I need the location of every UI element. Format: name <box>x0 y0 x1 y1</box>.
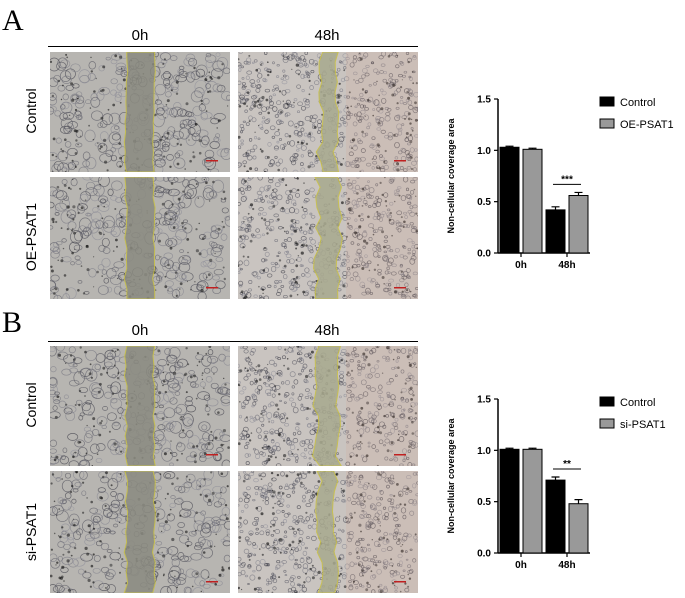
error-bar <box>574 191 583 196</box>
legend-swatch <box>599 96 615 107</box>
significance-stars: ** <box>563 459 571 470</box>
bar-control-48h <box>545 479 566 554</box>
micrograph-b-control-48h <box>238 346 418 466</box>
panel-letter-b: B <box>2 306 23 339</box>
legend-label: OE-PSAT1 <box>620 119 674 131</box>
x-tick-label: 48h <box>558 260 575 271</box>
micrograph-b-treatment-48h <box>238 471 418 593</box>
error-bar <box>528 147 537 150</box>
y-tick-label: 1.5 <box>477 95 491 106</box>
error-bar <box>551 206 560 210</box>
legend-swatch <box>599 118 615 129</box>
x-tick-label: 0h <box>515 560 527 571</box>
row-label-control: Control <box>23 88 39 134</box>
y-tick-label: 1.0 <box>477 446 491 457</box>
panel-letter-a: A <box>2 4 24 37</box>
y-tick-label: 1.5 <box>477 395 491 406</box>
header-rule <box>48 341 418 342</box>
error-bar <box>574 499 583 504</box>
column-label-0h: 0h <box>131 27 149 44</box>
column-label-48h: 48h <box>314 27 340 44</box>
column-label-0h: 0h <box>131 322 149 339</box>
bar-oe-psat1-0h <box>522 148 543 254</box>
bar-oe-psat1-48h <box>568 195 589 254</box>
error-bar <box>505 447 514 450</box>
y-tick-label: 0.0 <box>477 249 491 260</box>
y-tick-label: 0.5 <box>477 497 491 508</box>
micrograph-b-control-0h <box>50 346 230 466</box>
bar-si-psat1-48h <box>568 503 589 554</box>
micrograph-b-treatment-0h <box>50 471 230 593</box>
column-label-48h: 48h <box>314 322 340 339</box>
bar-chart-b: Non-cellular coverage area 0.0 0.5 1.0 1.5 0h… <box>440 385 680 575</box>
legend-label: si-PSAT1 <box>620 419 666 431</box>
micrograph-a-treatment-0h <box>50 177 230 299</box>
micrograph-a-control-0h <box>50 52 230 172</box>
y-tick-label: 0.5 <box>477 197 491 208</box>
bar-control-0h <box>499 448 520 554</box>
y-axis-label: Non-cellular coverage area <box>446 417 456 533</box>
error-bar <box>505 145 514 148</box>
y-tick-label: 0.0 <box>477 549 491 560</box>
row-label-treatment: OE-PSAT1 <box>23 202 39 272</box>
error-bar <box>551 476 560 481</box>
micrograph-a-control-48h <box>238 52 418 172</box>
legend-label: Control <box>620 97 655 109</box>
row-label-treatment: si-PSAT1 <box>23 502 39 562</box>
bar-control-0h <box>499 146 520 254</box>
micrograph-a-treatment-48h <box>238 177 418 299</box>
legend-swatch <box>599 396 615 407</box>
x-tick-label: 48h <box>558 560 575 571</box>
row-label-control: Control <box>23 382 39 428</box>
y-tick-label: 1.0 <box>477 146 491 157</box>
significance-stars: *** <box>561 174 573 185</box>
bar-control-48h <box>545 209 566 254</box>
header-rule <box>48 46 418 47</box>
error-bar <box>528 447 537 450</box>
bar-chart-a: Non-cellular coverage area 0.0 0.5 1.0 1.5 0h… <box>440 85 680 275</box>
legend-swatch <box>599 418 615 429</box>
x-tick-label: 0h <box>515 260 527 271</box>
y-axis-label: Non-cellular coverage area <box>446 117 456 233</box>
bar-si-psat1-0h <box>522 448 543 554</box>
legend-label: Control <box>620 397 655 409</box>
